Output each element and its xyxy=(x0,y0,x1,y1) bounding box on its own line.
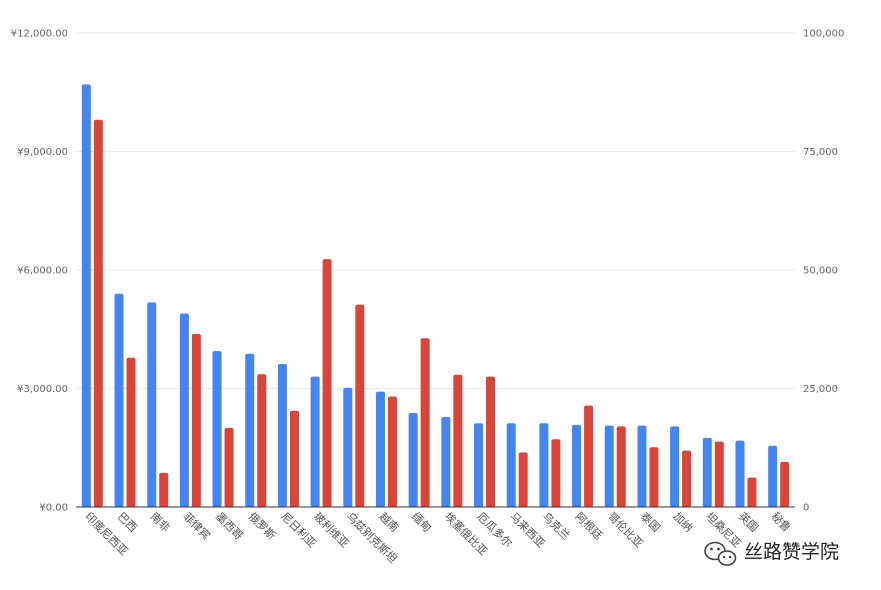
watermark-text: 丝路赞学院 xyxy=(744,541,839,563)
category-label: 阿根廷 xyxy=(572,509,605,542)
bar-series-2 xyxy=(322,259,332,507)
bar-series-2 xyxy=(551,439,561,507)
bar-series-1 xyxy=(768,445,778,507)
bar-series-2 xyxy=(453,374,463,507)
bar-series-1 xyxy=(670,426,680,507)
bar-series-1 xyxy=(343,387,353,507)
right-tick-label: 100,000 xyxy=(803,29,844,40)
category-label: 英国 xyxy=(736,509,761,534)
category-label: 菲律宾 xyxy=(180,509,213,542)
category-label: 墨西哥 xyxy=(213,510,246,543)
bar-series-1 xyxy=(441,416,451,507)
bar-series-1 xyxy=(408,412,418,507)
bar-series-2 xyxy=(780,461,790,507)
bar-series-1 xyxy=(375,391,385,507)
right-tick-label: 0 xyxy=(803,503,809,514)
category-label: 越南 xyxy=(376,509,401,534)
category-label: 加纳 xyxy=(670,510,695,535)
bar-series-2 xyxy=(616,426,626,507)
bar-series-2 xyxy=(191,333,201,507)
bar-series-1 xyxy=(474,423,484,507)
bar-series-2 xyxy=(93,119,103,507)
category-label: 哥伦比亚 xyxy=(605,509,646,550)
left-tick-label: ¥0.00 xyxy=(39,503,68,514)
bar-series-1 xyxy=(539,423,549,507)
bar-series-1 xyxy=(572,424,582,507)
bar-series-2 xyxy=(387,396,397,507)
bar-series-2 xyxy=(714,441,724,507)
bar-series-1 xyxy=(506,423,516,507)
bar-series-1 xyxy=(310,376,320,507)
bar-series-2 xyxy=(682,450,692,507)
bar-series-1 xyxy=(147,302,157,507)
category-label: 泰国 xyxy=(638,509,663,534)
bar-series-1 xyxy=(114,293,124,507)
bar-series-2 xyxy=(355,304,365,507)
bar-series-1 xyxy=(81,84,91,507)
left-tick-label: ¥6,000.00 xyxy=(17,266,68,277)
right-tick-label: 50,000 xyxy=(803,266,838,277)
left-tick-label: ¥12,000.00 xyxy=(11,29,68,40)
bar-series-1 xyxy=(277,364,287,507)
right-axis: 100,000 75,000 50,000 25,000 0 xyxy=(803,29,844,514)
bar-series-2 xyxy=(649,447,659,507)
bar-series-2 xyxy=(126,357,136,507)
wechat-icon xyxy=(704,541,737,566)
bar-series-2 xyxy=(486,376,496,507)
right-tick-label: 25,000 xyxy=(803,384,838,395)
category-label: 马来西亚 xyxy=(507,510,547,550)
category-label: 俄罗斯 xyxy=(246,510,279,543)
bar-series-1 xyxy=(702,437,712,507)
bar-series-1 xyxy=(637,425,647,507)
bar-series-2 xyxy=(224,427,234,507)
bar-series-2 xyxy=(420,338,430,507)
left-tick-label: ¥3,000.00 xyxy=(17,384,68,395)
category-label: 巴西 xyxy=(115,510,140,535)
bar-series-2 xyxy=(747,477,757,507)
bar-series-1 xyxy=(245,353,255,507)
watermark: 丝路赞学院 xyxy=(704,541,839,566)
bar-series-2 xyxy=(289,410,299,507)
bar-series-2 xyxy=(257,374,267,507)
category-label: 缅甸 xyxy=(409,509,434,534)
bar-series-1 xyxy=(212,350,222,507)
left-tick-label: ¥9,000.00 xyxy=(17,147,68,158)
category-label: 尼日利亚 xyxy=(278,510,318,550)
category-label: 玻利维亚 xyxy=(311,510,351,550)
category-label: 秘鲁 xyxy=(769,509,794,534)
right-tick-label: 75,000 xyxy=(803,147,838,158)
bars xyxy=(81,84,790,507)
bar-series-2 xyxy=(584,405,594,507)
bar-series-2 xyxy=(518,452,528,507)
bar-series-1 xyxy=(179,313,189,507)
bar-series-2 xyxy=(159,472,169,507)
bar-series-1 xyxy=(735,440,745,507)
bar-series-1 xyxy=(604,425,614,507)
left-axis: ¥12,000.00 ¥9,000.00 ¥6,000.00 ¥3,000.00 ¥0.… xyxy=(11,29,68,514)
category-label: 南非 xyxy=(148,510,173,535)
